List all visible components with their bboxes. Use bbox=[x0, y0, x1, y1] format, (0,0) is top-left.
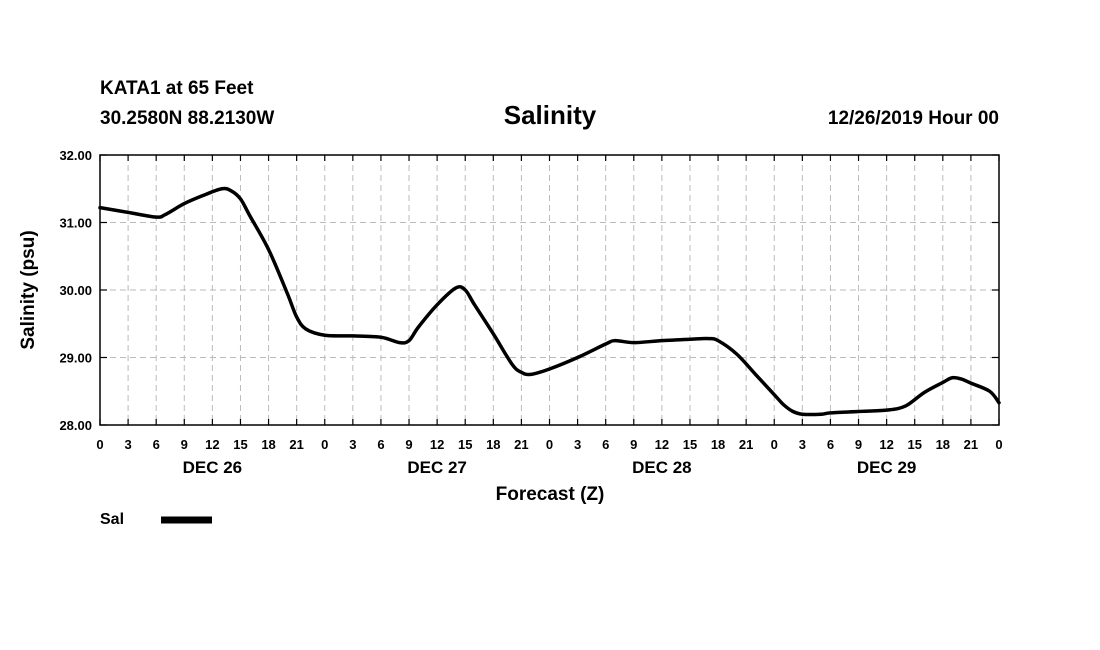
x-tick-label: 6 bbox=[377, 437, 384, 452]
chart-title: Salinity bbox=[504, 100, 597, 130]
day-label: DEC 28 bbox=[632, 458, 692, 477]
x-tick-label: 0 bbox=[546, 437, 553, 452]
station-label: KATA1 at 65 Feet bbox=[100, 78, 254, 99]
x-tick-label: 0 bbox=[321, 437, 328, 452]
x-tick-label: 0 bbox=[771, 437, 778, 452]
day-label: DEC 27 bbox=[407, 458, 467, 477]
x-tick-label: 21 bbox=[514, 437, 528, 452]
x-tick-label: 21 bbox=[739, 437, 753, 452]
x-tick-label: 21 bbox=[964, 437, 978, 452]
x-tick-label: 15 bbox=[458, 437, 472, 452]
location-label: 30.2580N 88.2130W bbox=[100, 108, 274, 129]
x-tick-label: 12 bbox=[879, 437, 893, 452]
x-tick-label: 9 bbox=[181, 437, 188, 452]
x-tick-label: 18 bbox=[711, 437, 725, 452]
x-tick-label: 3 bbox=[574, 437, 581, 452]
y-tick-label: 32.00 bbox=[59, 148, 92, 163]
x-tick-label: 6 bbox=[153, 437, 160, 452]
x-tick-label: 12 bbox=[205, 437, 219, 452]
y-tick-label: 30.00 bbox=[59, 283, 92, 298]
x-tick-label: 21 bbox=[289, 437, 303, 452]
day-label: DEC 26 bbox=[183, 458, 243, 477]
x-tick-label: 3 bbox=[799, 437, 806, 452]
x-tick-labels: 0 3 6 9 12 15 18 21 0 3 6 9 12 15 18 21 0 3 6 9 12 15 18 21 0 3 6 9… bbox=[96, 437, 1002, 452]
x-tick-label: 18 bbox=[936, 437, 950, 452]
x-tick-label: 15 bbox=[907, 437, 921, 452]
x-axis-label: Forecast (Z) bbox=[496, 484, 605, 505]
x-tick-label: 15 bbox=[683, 437, 697, 452]
x-tick-label: 3 bbox=[349, 437, 356, 452]
y-tick-label: 31.00 bbox=[59, 216, 92, 231]
grid-lines bbox=[100, 155, 999, 425]
x-tick-label: 18 bbox=[486, 437, 500, 452]
x-tick-label: 6 bbox=[827, 437, 834, 452]
x-tick-label: 6 bbox=[602, 437, 609, 452]
series-line-sal bbox=[98, 186, 1001, 417]
x-tick-label: 0 bbox=[96, 437, 103, 452]
day-label: DEC 29 bbox=[857, 458, 917, 477]
x-tick-label: 12 bbox=[655, 437, 669, 452]
x-tick-label: 0 bbox=[995, 437, 1002, 452]
y-tick-label: 28.00 bbox=[59, 418, 92, 433]
x-tick-label: 12 bbox=[430, 437, 444, 452]
y-axis-label: Salinity (psu) bbox=[18, 230, 39, 349]
y-tick-label: 29.00 bbox=[59, 351, 92, 366]
issued-label: 12/26/2019 Hour 00 bbox=[828, 108, 999, 129]
y-tick-labels: 28.00 29.00 30.00 31.00 32.00 bbox=[59, 148, 92, 433]
axis-ticks bbox=[99, 154, 1000, 426]
x-tick-label: 9 bbox=[405, 437, 412, 452]
x-tick-label: 3 bbox=[124, 437, 131, 452]
day-labels: DEC 26 DEC 27 DEC 28 DEC 29 bbox=[183, 458, 917, 477]
x-tick-label: 9 bbox=[630, 437, 637, 452]
x-tick-label: 9 bbox=[855, 437, 862, 452]
x-tick-label: 15 bbox=[233, 437, 247, 452]
x-tick-label: 18 bbox=[261, 437, 275, 452]
legend-label-sal: Sal bbox=[100, 511, 124, 528]
